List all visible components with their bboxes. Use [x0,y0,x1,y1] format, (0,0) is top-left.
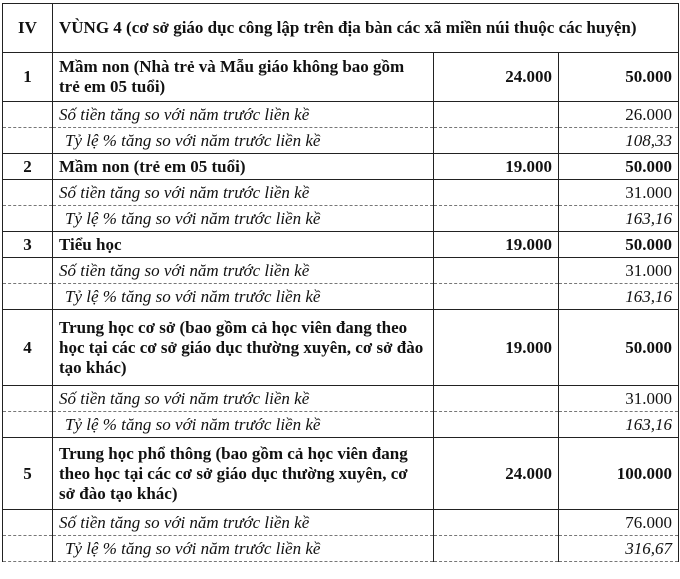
percent-label: Tỷ lệ % tăng so với năm trước liền kề [52,205,434,232]
increase-row: Số tiền tăng so với năm trước liền kề 31… [2,257,680,284]
row-new-value: 50.000 [557,153,680,180]
percent-label: Tỷ lệ % tăng so với năm trước liền kề [52,127,434,154]
increase-row: Số tiền tăng so với năm trước liền kề 26… [2,101,680,128]
row-new-value: 50.000 [557,231,680,258]
table-row: 2 Mầm non (trẻ em 05 tuổi) 19.000 50.000 [2,153,680,180]
row-name: Tiểu học [52,231,434,258]
increase-value: 31.000 [557,179,680,206]
row-new-value: 100.000 [557,437,680,510]
percent-row: Tỷ lệ % tăng so với năm trước liền kề 16… [2,205,680,232]
table-row: 3 Tiểu học 19.000 50.000 [2,231,680,258]
row-stt: 1 [2,52,53,102]
tuition-table: IV VÙNG 4 (cơ sở giáo dục công lập trên … [2,3,680,562]
increase-label: Số tiền tăng so với năm trước liền kề [52,179,434,206]
percent-row: Tỷ lệ % tăng so với năm trước liền kề 10… [2,127,680,154]
increase-row: Số tiền tăng so với năm trước liền kề 31… [2,179,680,206]
percent-row: Tỷ lệ % tăng so với năm trước liền kề 16… [2,283,680,310]
row-stt: 4 [2,309,53,386]
section-row: IV VÙNG 4 (cơ sở giáo dục công lập trên … [2,3,680,53]
row-old-value: 19.000 [433,231,559,258]
section-title: VÙNG 4 (cơ sở giáo dục công lập trên địa… [51,3,680,53]
row-new-value: 50.000 [557,52,680,102]
percent-label: Tỷ lệ % tăng so với năm trước liền kề [52,411,434,438]
increase-label: Số tiền tăng so với năm trước liền kề [52,101,434,128]
increase-value: 76.000 [557,509,680,536]
percent-label: Tỷ lệ % tăng so với năm trước liền kề [52,535,434,562]
percent-value: 316,67 [557,535,680,562]
percent-row: Tỷ lệ % tăng so với năm trước liền kề 16… [2,411,680,438]
table-row: 4 Trung học cơ sở (bao gồm cả học viên đ… [2,309,680,386]
percent-label: Tỷ lệ % tăng so với năm trước liền kề [52,283,434,310]
increase-value: 31.000 [557,257,680,284]
percent-value: 163,16 [557,411,680,438]
table-row: 5 Trung học phổ thông (bao gồm cả học vi… [2,437,680,510]
increase-value: 26.000 [557,101,680,128]
increase-label: Số tiền tăng so với năm trước liền kề [52,509,434,536]
table-row: 1 Mầm non (Nhà trẻ và Mẫu giáo không bao… [2,52,680,102]
percent-row: Tỷ lệ % tăng so với năm trước liền kề 31… [2,535,680,562]
percent-value: 163,16 [557,283,680,310]
row-new-value: 50.000 [557,309,680,386]
percent-value: 163,16 [557,205,680,232]
row-name: Mầm non (trẻ em 05 tuổi) [52,153,434,180]
row-old-value: 19.000 [433,153,559,180]
increase-value: 31.000 [557,385,680,412]
row-old-value: 19.000 [433,309,559,386]
row-name: Trung học cơ sở (bao gồm cả học viên đan… [52,309,434,386]
row-stt: 2 [2,153,53,180]
increase-row: Số tiền tăng so với năm trước liền kề 76… [2,509,680,536]
row-name: Trung học phổ thông (bao gồm cả học viên… [52,437,434,510]
section-stt: IV [2,3,53,53]
row-stt: 5 [2,437,53,510]
percent-value: 108,33 [557,127,680,154]
row-stt: 3 [2,231,53,258]
increase-label: Số tiền tăng so với năm trước liền kề [52,257,434,284]
row-name: Mầm non (Nhà trẻ và Mẫu giáo không bao g… [52,52,434,102]
row-old-value: 24.000 [433,437,559,510]
row-old-value: 24.000 [433,52,559,102]
increase-row: Số tiền tăng so với năm trước liền kề 31… [2,385,680,412]
increase-label: Số tiền tăng so với năm trước liền kề [52,385,434,412]
